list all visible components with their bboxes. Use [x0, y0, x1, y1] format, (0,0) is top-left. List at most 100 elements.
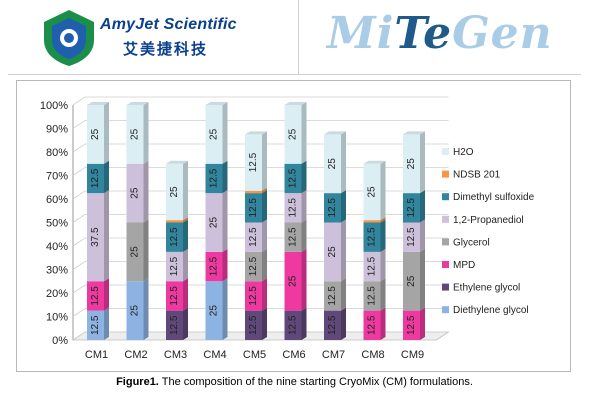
bar-value-label: 12.5 — [367, 227, 378, 247]
bar-value-label: 25 — [209, 128, 220, 140]
bar-value-label: 25 — [130, 305, 141, 317]
mitegen-wordmark: MiTeGen — [327, 8, 553, 59]
bar-top — [245, 131, 267, 135]
legend-label: 1,2-Propanediol — [453, 215, 524, 226]
bar-side — [183, 248, 188, 282]
x-tick-label: CM4 — [203, 349, 226, 361]
bar-side — [341, 278, 346, 311]
bar-top — [87, 102, 109, 105]
bar-side — [301, 190, 307, 223]
mitegen-mi: Mi — [327, 8, 395, 59]
bar-side — [104, 307, 109, 340]
y-tick-label: 40% — [46, 241, 68, 253]
bar-side — [143, 102, 149, 164]
bar-side — [380, 307, 386, 340]
bar-side — [380, 278, 386, 311]
bar-segment — [284, 251, 302, 311]
bar-side — [222, 102, 228, 164]
mitegen-te: Te — [394, 8, 453, 59]
x-tick-label: CM2 — [124, 349, 147, 361]
bar-side — [341, 131, 346, 194]
y-tick-label: 90% — [46, 124, 68, 136]
bar-value-label: 12.5 — [288, 198, 299, 218]
bar-side — [341, 219, 346, 282]
bar-segment — [245, 193, 262, 223]
x-tick-label: CM3 — [164, 349, 187, 361]
bar-segment — [324, 222, 341, 282]
bar-side — [222, 160, 228, 194]
bar-side — [420, 219, 425, 252]
bar-value-label: 12.5 — [90, 315, 101, 335]
figure-caption: Figure1. The composition of the nine sta… — [0, 376, 589, 388]
legend-swatch — [442, 148, 449, 155]
bar-segment — [284, 193, 302, 223]
bar-segment — [245, 281, 262, 311]
legend-label: MPD — [453, 260, 475, 271]
bar-side — [420, 131, 425, 194]
amyjet-logo: AmyJet Scientific 艾美捷科技 — [8, 0, 299, 74]
x-tick-label: CM6 — [282, 349, 305, 361]
bar-segment — [363, 251, 381, 282]
bar-value-label: 25 — [327, 246, 338, 258]
y-tick-label: 100% — [40, 100, 68, 112]
bar-value-label: 12.5 — [327, 286, 338, 306]
bar-value-label: 12.5 — [209, 168, 220, 188]
bar-segment — [245, 134, 262, 191]
bar-value-label: 12.5 — [327, 198, 338, 218]
bar-value-label: 25 — [130, 187, 141, 199]
bar-side — [222, 248, 228, 282]
amyjet-name: AmyJet Scientific — [100, 16, 237, 33]
x-tick-label: CM9 — [401, 349, 424, 361]
legend-label: Ethylene glycol — [453, 283, 520, 294]
bar-side — [380, 219, 386, 252]
y-tick-label: 30% — [46, 265, 68, 277]
chart-frame: 0% 10% 20% 30% 40% 50% 60% 70% 80% 90% 100% 12.5 12.… — [16, 80, 571, 372]
bar-value-label: 12.5 — [248, 286, 259, 306]
bar-segment — [363, 220, 381, 223]
bar-side — [301, 160, 307, 194]
bar-value-label: 12.5 — [406, 227, 417, 247]
legend-swatch — [442, 215, 449, 223]
bar-value-label: 12.5 — [248, 198, 259, 218]
bar-value-label: 12.5 — [90, 286, 101, 306]
bar-side — [183, 219, 188, 252]
bar-side — [262, 219, 267, 252]
bar-side — [380, 217, 386, 223]
bar-segment — [205, 193, 223, 252]
bar-side — [222, 278, 228, 340]
bar-segment — [363, 310, 381, 340]
bar-side — [104, 160, 109, 194]
bar-segment — [245, 310, 262, 340]
amyjet-chinese-name: 艾美捷科技 — [123, 41, 209, 58]
legend-label: H2O — [453, 147, 474, 158]
bar-value-label: 25 — [130, 246, 141, 258]
bar-segment — [126, 105, 144, 164]
bar-segment — [363, 281, 381, 311]
bar-segment — [284, 222, 302, 252]
bar-top — [126, 102, 149, 105]
bar-segment — [166, 163, 183, 221]
bar-top — [205, 102, 228, 105]
bar-side — [341, 307, 346, 340]
bar-side — [262, 248, 267, 282]
legend-swatch — [442, 283, 449, 291]
bar-side — [301, 248, 307, 311]
bar-value-label: 25 — [327, 158, 338, 170]
bar-segment — [87, 193, 104, 282]
bar-segment — [245, 190, 262, 194]
bar-side — [262, 278, 267, 311]
bar-segment — [205, 163, 223, 194]
caption-text: The composition of the nine starting Cry… — [158, 376, 473, 388]
bar-value-label: 12.5 — [209, 256, 220, 276]
bar-side — [104, 190, 109, 282]
bar-segment — [126, 222, 144, 282]
y-tick-label: 60% — [46, 194, 68, 206]
bar-value-label: 12.5 — [248, 152, 259, 172]
bar-side — [183, 307, 188, 340]
bar-side — [262, 131, 267, 191]
caption-label: Figure1. — [116, 376, 159, 388]
bar-side — [301, 102, 307, 164]
bar-value-label: 25 — [209, 305, 220, 317]
bar-side — [143, 278, 149, 340]
legend-swatch — [442, 238, 449, 246]
